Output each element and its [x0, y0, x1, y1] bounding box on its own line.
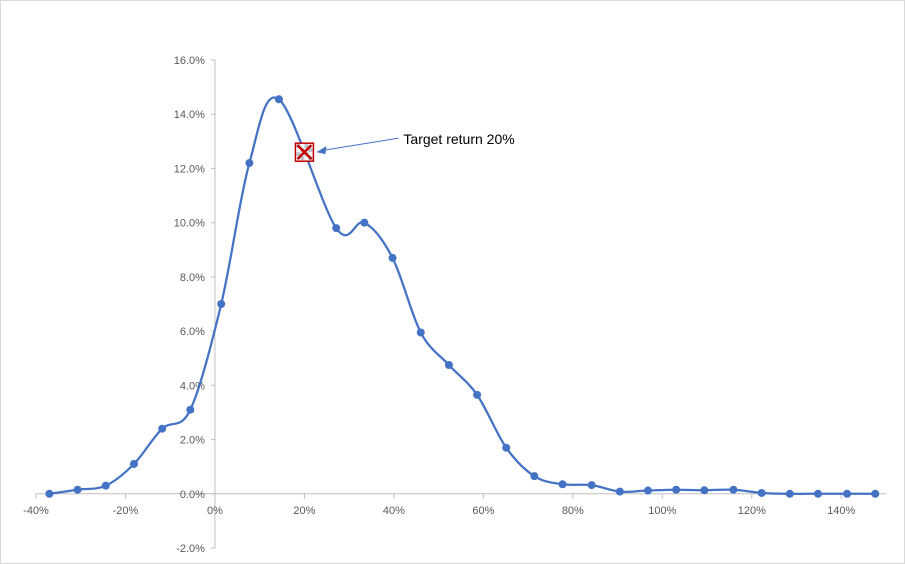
x-tick-label: 60%: [472, 505, 494, 517]
x-tick-label: 80%: [562, 505, 584, 517]
annotation-label: Target return 20%: [403, 131, 514, 147]
y-tick-label: 6.0%: [180, 326, 205, 338]
data-point: [843, 489, 852, 498]
y-tick-label: 16.0%: [174, 55, 205, 67]
x-tick-label: 100%: [648, 505, 676, 517]
data-point: [416, 328, 425, 337]
data-point: [444, 361, 453, 369]
data-point: [274, 95, 283, 104]
data-point: [530, 472, 539, 481]
data-point: [129, 459, 138, 468]
annotation-layer: Target return 20%: [294, 131, 515, 162]
annotation-arrow-head: [316, 146, 327, 155]
y-tick-label: 2.0%: [180, 435, 205, 447]
x-tick-label: 120%: [738, 505, 766, 517]
y-tick-label: 10.0%: [174, 218, 205, 230]
series-layer: [45, 95, 880, 498]
x-tick-label: 0%: [207, 505, 223, 517]
y-tick-label: 12.0%: [174, 163, 205, 175]
y-tick-label: -2.0%: [176, 543, 205, 555]
data-point: [245, 159, 254, 168]
x-tick-label: 140%: [827, 505, 855, 517]
x-tick-label: -20%: [113, 505, 139, 517]
data-point: [814, 489, 822, 498]
target-return-marker: [294, 142, 315, 162]
data-point: [388, 253, 397, 262]
y-tick-label: 14.0%: [174, 109, 205, 121]
data-point: [785, 489, 794, 498]
data-point: [587, 481, 596, 490]
data-point: [871, 489, 880, 498]
target-marker-cross: [296, 144, 313, 161]
y-tick-label: 8.0%: [180, 272, 205, 284]
x-tick-label: 20%: [293, 505, 315, 517]
data-point: [615, 487, 624, 496]
data-point: [186, 405, 195, 414]
data-point: [217, 300, 226, 308]
data-point: [73, 485, 82, 494]
data-point: [360, 218, 369, 227]
data-point: [757, 488, 766, 497]
target-marker-cell: [304, 144, 309, 149]
x-tick-label: 40%: [383, 505, 405, 517]
target-marker-cell: [308, 148, 313, 153]
data-point: [473, 390, 482, 399]
target-marker-cell: [296, 152, 301, 157]
data-point: [158, 424, 167, 433]
x-tick-label: -40%: [23, 505, 49, 517]
data-point: [558, 480, 567, 489]
data-point: [45, 489, 54, 498]
data-point: [644, 486, 652, 495]
data-point: [332, 224, 341, 233]
data-point: [700, 486, 709, 495]
data-point: [729, 485, 738, 494]
y-tick-label: 0.0%: [180, 489, 205, 501]
data-point: [672, 485, 681, 494]
target-marker-cell: [300, 156, 305, 161]
axes: -40% -20% 0% 20% 40% 60% 80% 100% 120% 140% -2.0% 0…: [23, 55, 886, 555]
data-point: [502, 443, 511, 452]
annotation-arrow-line: [324, 137, 399, 151]
data-point: [101, 481, 110, 490]
